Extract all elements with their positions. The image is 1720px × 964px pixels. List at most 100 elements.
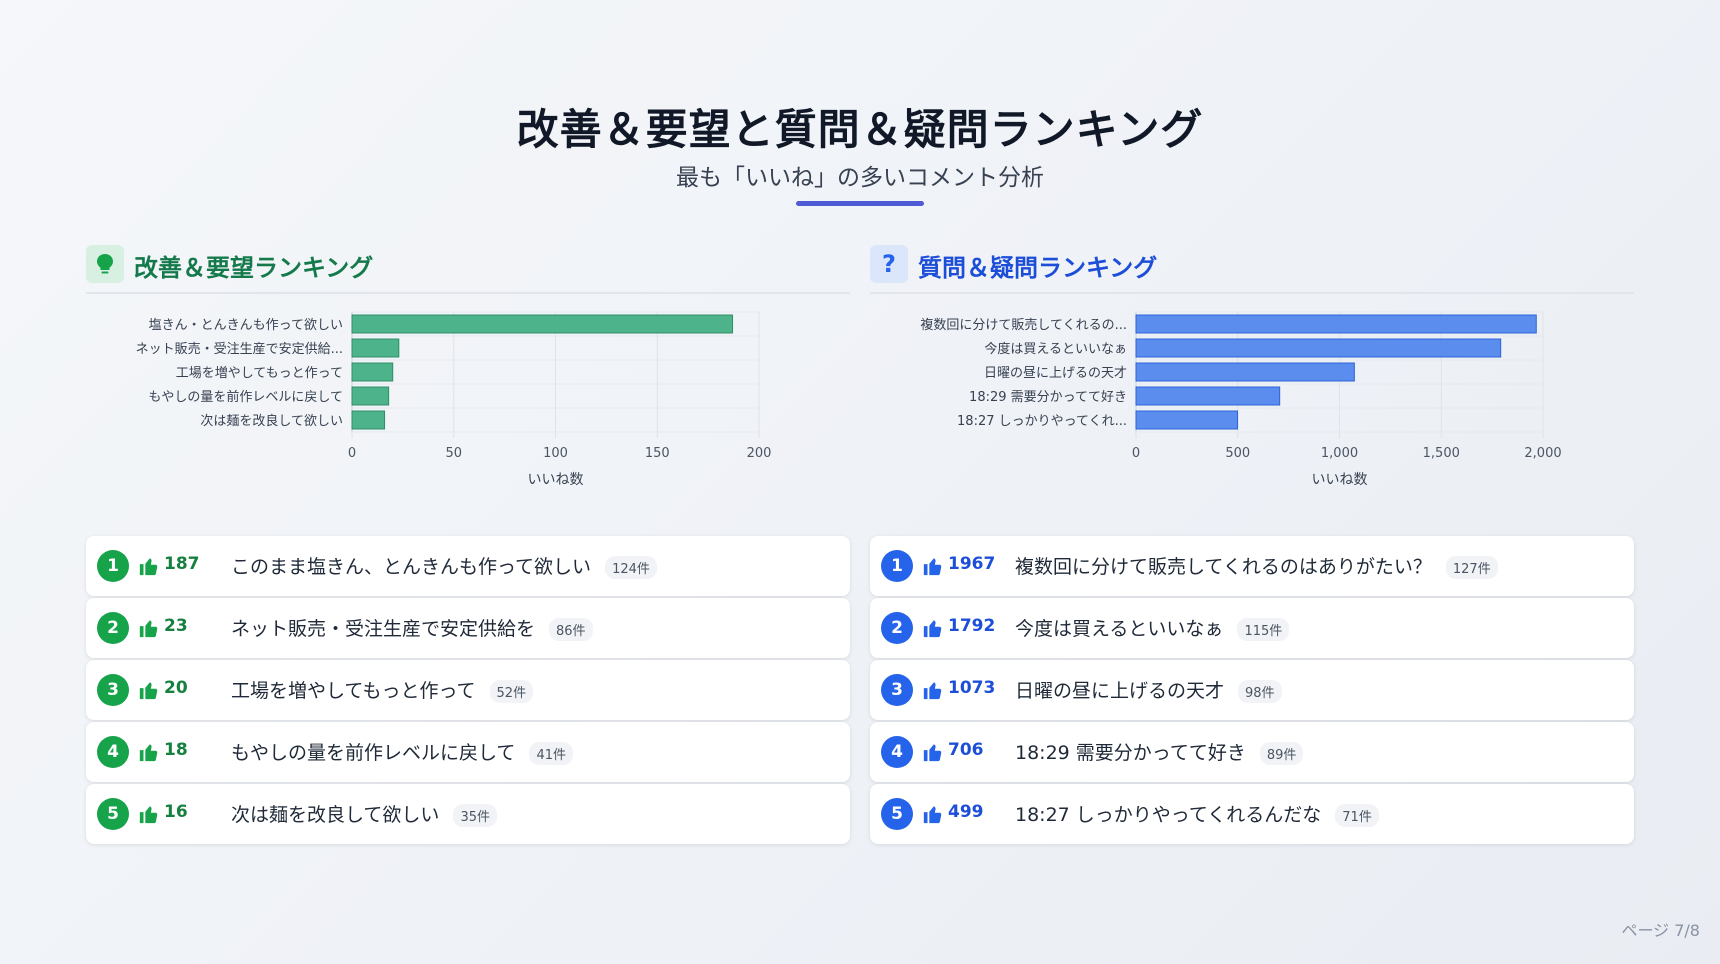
comment-text: ネット販売・受注生産で安定供給を bbox=[231, 618, 536, 640]
comment-count-badge: 71件 bbox=[1335, 804, 1379, 827]
rank-badge: 5 bbox=[881, 798, 913, 830]
comment-row-text: 今度は買えるといいなぁ 115件 bbox=[1015, 614, 1290, 641]
thumbs-up-icon bbox=[923, 620, 942, 638]
category-label: 今度は買えるといいなぁ bbox=[984, 341, 1127, 357]
lightbulb-icon bbox=[86, 245, 124, 283]
x-axis-title: いいね数 bbox=[528, 472, 584, 488]
rank-badge: 1 bbox=[97, 550, 129, 582]
x-tick-label: 1,500 bbox=[1423, 446, 1460, 461]
comment-row-text: 次は麺を改良して欲しい 35件 bbox=[231, 800, 497, 827]
thumbs-up-icon bbox=[139, 744, 158, 762]
category-label: 日曜の昼に上げるの天才 bbox=[984, 366, 1127, 381]
comment-text: 次は麺を改良して欲しい bbox=[231, 804, 440, 826]
list-item: 2 1792 今度は買えるといいなぁ 115件 bbox=[870, 598, 1634, 658]
category-label: もやしの量を前作レベルに戻して bbox=[148, 389, 343, 405]
bar bbox=[351, 410, 386, 430]
x-tick-label: 0 bbox=[348, 446, 356, 461]
x-tick-label: 2,000 bbox=[1524, 446, 1561, 461]
like-count: 187 bbox=[164, 554, 200, 574]
comment-row-text: このまま塩きん、とんきんも作って欲しい 124件 bbox=[231, 552, 657, 579]
comment-count-badge: 41件 bbox=[529, 742, 573, 765]
comment-count-badge: 98件 bbox=[1238, 680, 1282, 703]
rank-badge: 3 bbox=[881, 674, 913, 706]
list-item: 3 1073 日曜の昼に上げるの天才 98件 bbox=[870, 660, 1634, 720]
list-item: 4 18 もやしの量を前作レベルに戻して 41件 bbox=[86, 722, 850, 782]
list-item: 1 187 このまま塩きん、とんきんも作って欲しい 124件 bbox=[86, 536, 850, 596]
page-subtitle: 最も「いいね」の多いコメント分析 bbox=[676, 165, 1044, 191]
like-count: 23 bbox=[164, 616, 188, 636]
category-label: 18:29 需要分かってて好き bbox=[969, 390, 1127, 405]
comment-text: 今度は買えるといいなぁ bbox=[1015, 618, 1224, 640]
comment-text: このまま塩きん、とんきんも作って欲しい bbox=[231, 556, 592, 578]
list-item: 4 706 18:29 需要分かってて好き 89件 bbox=[870, 722, 1634, 782]
question-icon: ? bbox=[870, 245, 908, 283]
like-count: 16 bbox=[164, 802, 188, 822]
bar bbox=[351, 362, 394, 382]
comment-row-text: 日曜の昼に上げるの天才 98件 bbox=[1015, 676, 1282, 703]
bar bbox=[351, 386, 390, 406]
x-tick-label: 100 bbox=[543, 446, 568, 461]
question-bar-chart: 0 500 1,000 1,500 2,000 複数回に分けて販売してくれるの... 今度は… bbox=[920, 311, 1562, 488]
like-count: 499 bbox=[948, 802, 984, 822]
bar bbox=[1135, 314, 1537, 334]
thumbs-up-icon bbox=[923, 744, 942, 762]
like-count: 1792 bbox=[948, 616, 996, 636]
category-label: 塩きん・とんきんも作って欲しい bbox=[149, 317, 343, 333]
comment-row-text: もやしの量を前作レベルに戻して 41件 bbox=[231, 738, 573, 765]
rank-badge: 3 bbox=[97, 674, 129, 706]
comment-count-badge: 124件 bbox=[605, 556, 657, 579]
thumbs-up-icon bbox=[139, 620, 158, 638]
category-label: 複数回に分けて販売してくれるの... bbox=[920, 317, 1127, 333]
x-tick-label: 50 bbox=[445, 446, 462, 461]
question-panel-header: ? 質問＆疑問ランキング bbox=[870, 244, 1634, 294]
improvement-panel-header: 改善＆要望ランキング bbox=[86, 244, 850, 294]
like-count: 18 bbox=[164, 740, 188, 760]
list-item: 1 1967 複数回に分けて販売してくれるのはありがたい？ 127件 bbox=[870, 536, 1634, 596]
thumbs-up-icon bbox=[139, 806, 158, 824]
comment-count-badge: 89件 bbox=[1259, 742, 1304, 765]
comment-count-badge: 115件 bbox=[1237, 618, 1290, 641]
bar bbox=[1135, 338, 1502, 358]
comment-row-text: ネット販売・受注生産で安定供給を 86件 bbox=[231, 614, 593, 641]
like-count: 1073 bbox=[948, 678, 996, 698]
thumbs-up-icon bbox=[923, 558, 942, 576]
comment-text: 18:27 しっかりやってくれるんだな bbox=[1015, 804, 1322, 826]
improvement-bar-chart: 0 50 100 150 200 塩きん・とんきんも作って欲しいネット販売・受注生産で安定… bbox=[136, 311, 771, 488]
x-tick-label: 0 bbox=[1132, 446, 1140, 461]
rank-badge: 4 bbox=[97, 736, 129, 768]
list-item: 5 499 18:27 しっかりやってくれるんだな 71件 bbox=[870, 784, 1634, 844]
bar bbox=[1135, 362, 1355, 382]
comment-count-badge: 86件 bbox=[549, 618, 593, 641]
bar bbox=[351, 314, 734, 334]
comment-row-text: 18:29 需要分かってて好き 89件 bbox=[1015, 738, 1304, 765]
page-title: 改善＆要望と質問＆疑問ランキング bbox=[516, 105, 1204, 154]
list-item: 2 23 ネット販売・受注生産で安定供給を 86件 bbox=[86, 598, 850, 658]
x-tick-label: 500 bbox=[1225, 446, 1250, 461]
comment-text: 18:29 需要分かってて好き bbox=[1015, 742, 1246, 764]
list-item: 3 20 工場を増やしてもっと作って 52件 bbox=[86, 660, 850, 720]
comment-row-text: 工場を増やしてもっと作って 52件 bbox=[231, 676, 534, 703]
thumbs-up-icon bbox=[923, 806, 942, 824]
question-panel: ? 質問＆疑問ランキング 0 500 1,000 1,500 2,000 複数回に分けて販… bbox=[870, 244, 1634, 864]
bar bbox=[1135, 386, 1281, 406]
list-item: 5 16 次は麺を改良して欲しい 35件 bbox=[86, 784, 850, 844]
rank-badge: 4 bbox=[881, 736, 913, 768]
like-count: 1967 bbox=[948, 554, 996, 574]
comment-text: 工場を増やしてもっと作って bbox=[231, 680, 476, 702]
rank-badge: 2 bbox=[881, 612, 913, 644]
improvement-panel: 改善＆要望ランキング 0 50 100 150 200 塩きん・とんきんも作って欲しい ネッ… bbox=[86, 244, 850, 864]
rank-badge: 5 bbox=[97, 798, 129, 830]
category-label: ネット販売・受注生産で安定供給... bbox=[136, 341, 343, 357]
comment-text: 日曜の昼に上げるの天才 bbox=[1015, 680, 1225, 702]
x-tick-label: 150 bbox=[645, 446, 670, 461]
thumbs-up-icon bbox=[139, 558, 158, 576]
thumbs-up-icon bbox=[139, 682, 158, 700]
comment-row-text: 18:27 しっかりやってくれるんだな 71件 bbox=[1015, 800, 1379, 827]
comment-count-badge: 127件 bbox=[1445, 556, 1498, 579]
comment-count-badge: 52件 bbox=[489, 680, 534, 703]
comment-text: もやしの量を前作レベルに戻して bbox=[231, 742, 516, 764]
rank-badge: 2 bbox=[97, 612, 129, 644]
x-axis-title: いいね数 bbox=[1312, 472, 1368, 488]
comment-row-text: 複数回に分けて販売してくれるのはありがたい？ 127件 bbox=[1015, 552, 1498, 579]
category-label: 18:27 しっかりやってくれ... bbox=[957, 414, 1127, 429]
